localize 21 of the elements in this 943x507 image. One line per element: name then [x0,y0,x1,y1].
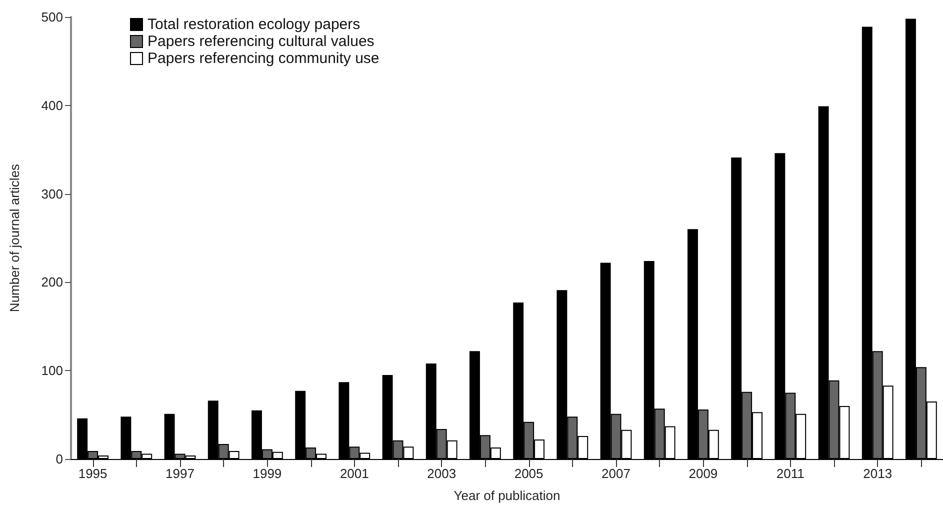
y-tick-label: 100 [41,363,63,378]
x-tick-label: 1995 [78,466,108,481]
x-tick-label: 2007 [602,466,630,481]
legend-label: Total restoration ecology papers [148,16,360,33]
y-tick-label: 300 [41,186,63,202]
y-tick-label: 0 [56,452,63,466]
x-tick-label: 2003 [427,466,456,481]
x-tick-label: 2013 [863,466,892,481]
x-tick-label: 2005 [514,466,544,481]
x-tick-label: 1999 [252,466,282,481]
y-axis-title: Number of journal articles [7,163,22,312]
x-tick-label: 2009 [688,466,718,481]
legend-label: Papers referencing community use [148,50,380,67]
x-tick-label: 1997 [166,466,194,481]
legend-label: Papers referencing cultural values [148,33,374,50]
x-tick-label: 2011 [776,466,804,481]
y-tick-label: 500 [41,10,63,24]
x-tick-label: 2001 [340,466,369,481]
x-axis-title: Year of publication [454,488,560,503]
y-tick-label: 400 [41,98,63,113]
y-tick-label: 200 [41,274,63,290]
